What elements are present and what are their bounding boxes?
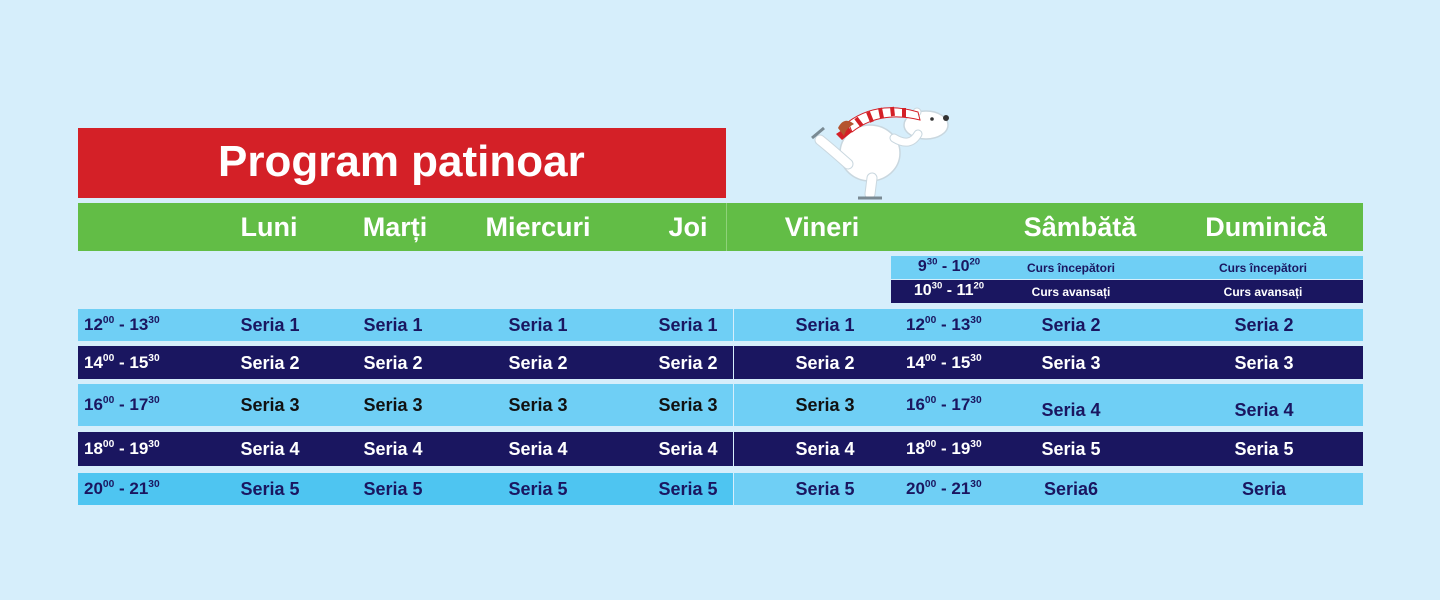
session-cell: Seria 3	[240, 395, 300, 415]
table-row: 1400 - 1530 Seria 2 Seria 2 Seria 2 Seria 2	[78, 346, 733, 379]
session-cell: Seria 2	[795, 353, 855, 373]
day-sunday: Duminică	[1205, 212, 1327, 242]
table-row-weekend: 2000 - 2130 Seria6 Seria	[891, 473, 1363, 505]
time-slot: 1600 - 1730	[84, 394, 160, 414]
table-row-friday: Seria 4	[734, 432, 891, 466]
course-time: 930 - 1020	[917, 256, 981, 275]
session-cell: Seria 2	[658, 353, 718, 373]
session-cell: Seria 4	[240, 439, 300, 459]
weekend-session-cell: Seria 2	[1041, 315, 1101, 335]
table-row-friday: Seria 5	[734, 473, 891, 505]
time-slot: 1400 - 1530	[84, 352, 160, 372]
time-slot-weekend: 1800 - 1930	[906, 438, 982, 458]
day-thursday: Joi	[668, 212, 708, 242]
session-cell: Seria 2	[363, 353, 423, 373]
session-cell: Seria 5	[508, 479, 568, 499]
session-cell: Seria 4	[795, 439, 855, 459]
table-row-friday: Seria 1	[734, 309, 891, 341]
course-row-advanced: 1030 - 1120 Curs avansați Curs avansați	[891, 280, 1363, 303]
sunday-course-label: Curs începători	[1218, 261, 1308, 275]
session-cell: Seria 3	[508, 395, 568, 415]
weekend-session-cell: Seria 5	[1041, 439, 1101, 459]
table-row-weekend: 1800 - 1930 Seria 5 Seria 5	[891, 432, 1363, 466]
day-saturday: Sâmbătă	[1023, 212, 1137, 242]
session-cell: Seria 4	[508, 439, 568, 459]
table-row-friday: Seria 2	[734, 346, 891, 379]
session-cell: Seria 1	[363, 315, 423, 335]
session-cell: Seria 4	[363, 439, 423, 459]
header-divider	[726, 203, 727, 251]
time-slot-weekend: 1200 - 1330	[906, 314, 982, 334]
session-cell: Seria 3	[795, 395, 855, 415]
table-row-weekend: 1200 - 1330 Seria 2 Seria 2	[891, 309, 1363, 341]
weekend-session-cell: Seria 4	[1234, 400, 1294, 420]
weekend-session-cell: Seria 3	[1234, 353, 1294, 373]
table-row-weekend: 1400 - 1530 Seria 3 Seria 3	[891, 346, 1363, 379]
time-slot-weekend: 1600 - 1730	[906, 394, 982, 414]
time-slot: 1800 - 1930	[84, 438, 160, 458]
day-friday: Vineri	[784, 212, 860, 242]
session-cell: Seria 5	[658, 479, 718, 499]
course-row-beginners: 930 - 1020 Curs începători Curs începăto…	[891, 256, 1363, 279]
session-cell: Seria 1	[658, 315, 718, 335]
session-cell: Seria 2	[508, 353, 568, 373]
weekend-session-cell: Seria 2	[1234, 315, 1294, 335]
session-cell: Seria 1	[795, 315, 855, 335]
weekend-session-cell: Seria 3	[1041, 353, 1101, 373]
time-slot-weekend: 1400 - 1530	[906, 352, 982, 372]
table-row: 2000 - 2130 Seria 5 Seria 5 Seria 5 Seria 5	[78, 473, 733, 505]
day-tuesday: Marți	[362, 212, 428, 242]
table-row: 1800 - 1930 Seria 4 Seria 4 Seria 4 Seria 4	[78, 432, 733, 466]
weekend-session-cell: Seria	[1241, 479, 1287, 499]
session-cell: Seria 2	[240, 353, 300, 373]
session-cell: Seria 5	[240, 479, 300, 499]
weekend-session-cell: Seria 4	[1041, 400, 1101, 420]
table-row-friday: Seria 3	[734, 384, 891, 426]
table-row: 1600 - 1730 Seria 3 Seria 3 Seria 3 Seria 3	[78, 384, 733, 426]
session-cell: Seria 4	[658, 439, 718, 459]
weekend-session-cell: Seria6	[1043, 479, 1099, 499]
day-monday: Luni	[240, 212, 298, 242]
page-title: Program patinoar	[218, 137, 585, 186]
time-slot: 1200 - 1330	[84, 314, 160, 334]
saturday-course-label: Curs începători	[1026, 261, 1116, 275]
table-row: 1200 - 1330 Seria 1 Seria 1 Seria 1 Seria 1	[78, 309, 733, 341]
time-slot: 2000 - 2130	[84, 478, 160, 498]
session-cell: Seria 1	[240, 315, 300, 335]
time-slot-weekend: 2000 - 2130	[906, 478, 982, 498]
course-time: 1030 - 1120	[913, 280, 985, 299]
sunday-course-label: Curs avansați	[1223, 285, 1303, 299]
polar-bear-skater-illustration	[811, 106, 949, 200]
table-row-weekend: 1600 - 1730 Seria 4 Seria 4	[891, 384, 1363, 426]
session-cell: Seria 3	[658, 395, 718, 415]
session-cell: Seria 5	[363, 479, 423, 499]
day-wednesday: Miercuri	[485, 212, 591, 242]
session-cell: Seria 3	[363, 395, 423, 415]
session-cell: Seria 5	[795, 479, 855, 499]
saturday-course-label: Curs avansați	[1031, 285, 1111, 299]
title-banner: Program patinoar	[78, 128, 726, 198]
weekend-session-cell: Seria 5	[1234, 439, 1294, 459]
weekday-header: Luni Marți Miercuri Joi Vineri Sâmbătă D…	[78, 203, 1363, 251]
session-cell: Seria 1	[508, 315, 568, 335]
